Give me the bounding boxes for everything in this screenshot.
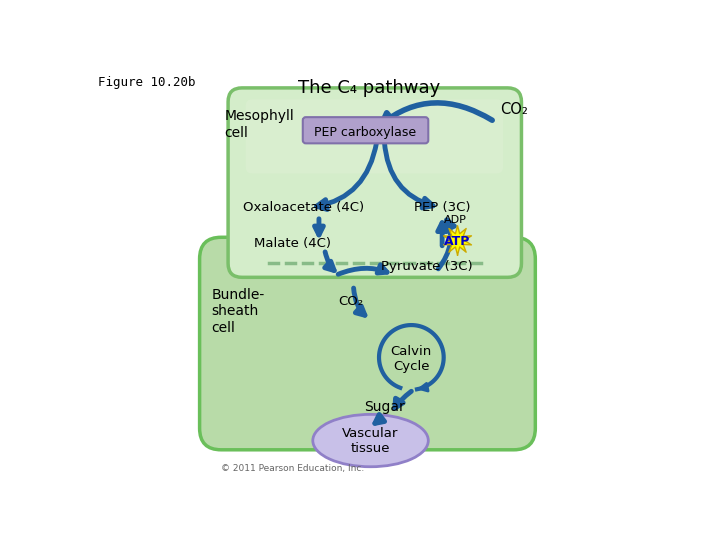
Text: PEP carboxylase: PEP carboxylase xyxy=(314,126,416,139)
Text: Sugar: Sugar xyxy=(364,401,405,415)
Text: The C₄ pathway: The C₄ pathway xyxy=(298,79,440,97)
Text: Bundle-
sheath
cell: Bundle- sheath cell xyxy=(211,288,264,334)
Ellipse shape xyxy=(312,414,428,467)
FancyBboxPatch shape xyxy=(246,99,503,173)
FancyBboxPatch shape xyxy=(199,237,535,450)
Text: ATP: ATP xyxy=(444,234,471,248)
FancyBboxPatch shape xyxy=(303,117,428,143)
Text: Figure 10.20b: Figure 10.20b xyxy=(98,76,195,89)
Text: Oxaloacetate (4C): Oxaloacetate (4C) xyxy=(243,201,364,214)
FancyBboxPatch shape xyxy=(228,88,521,278)
Text: Pyruvate (3C): Pyruvate (3C) xyxy=(381,260,472,273)
Text: CO₂: CO₂ xyxy=(500,102,528,117)
Text: Mesophyll
cell: Mesophyll cell xyxy=(224,110,294,140)
Text: Malate (4C): Malate (4C) xyxy=(253,237,330,250)
Text: Calvin
Cycle: Calvin Cycle xyxy=(391,345,432,373)
Polygon shape xyxy=(444,226,472,255)
Text: CO₂: CO₂ xyxy=(338,295,364,308)
Text: © 2011 Pearson Education, Inc.: © 2011 Pearson Education, Inc. xyxy=(221,464,364,473)
Text: ADP: ADP xyxy=(444,215,467,225)
Text: PEP (3C): PEP (3C) xyxy=(414,201,470,214)
Text: Vascular
tissue: Vascular tissue xyxy=(342,427,399,455)
